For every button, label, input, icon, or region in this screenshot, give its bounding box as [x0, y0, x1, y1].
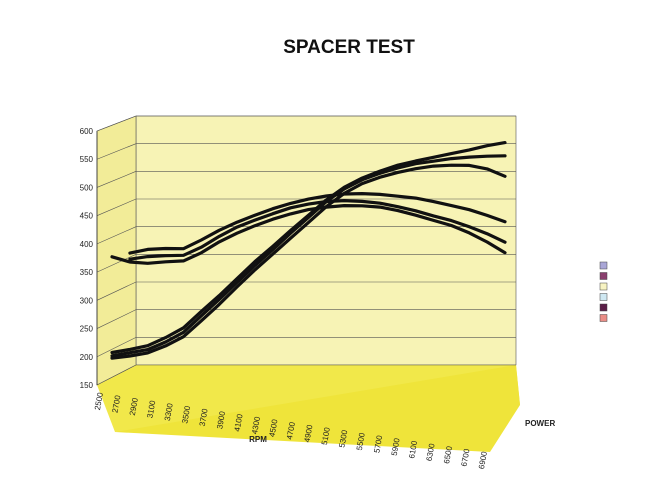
x-tick-label: 5500: [355, 431, 367, 451]
x-tick-label: 5700: [372, 434, 384, 454]
x-tick-label: 6700: [460, 448, 472, 468]
x-axis-ticks: 2500 2700 2900 3100 3300 3500 3700 3900 4100 4300…: [93, 391, 489, 470]
side-wall: [96, 115, 137, 386]
x-tick-label: 4700: [285, 421, 297, 441]
gridline-side: [96, 281, 137, 301]
series-line-6: [110, 204, 507, 265]
x-tick-label: 3100: [145, 399, 157, 419]
x-tick-label: 3900: [215, 410, 227, 430]
x-tick-label: 2900: [128, 397, 140, 417]
legend: [599, 261, 608, 322]
x-tick-label: 3300: [163, 402, 175, 422]
chart-walls: [96, 115, 520, 452]
legend-swatch: [599, 314, 608, 322]
x-tick-label: 4100: [233, 413, 245, 433]
x-tick-label: 6500: [442, 445, 454, 465]
y-tick-label: 300: [80, 296, 94, 305]
gridline-side: [96, 198, 137, 216]
series-lines: [110, 141, 507, 360]
y-tick-label: 450: [80, 212, 94, 221]
legend-swatch: [599, 293, 608, 301]
legend-swatch: [599, 282, 608, 291]
y-tick-label: 150: [80, 381, 94, 390]
x-tick-label: 2500: [93, 391, 105, 411]
x-tick-label: 5900: [390, 437, 402, 457]
chart-title: SPACER TEST: [283, 37, 415, 58]
x-tick-label: 6100: [407, 440, 419, 460]
gridline-side: [96, 143, 137, 160]
x-tick-label: 4900: [303, 423, 315, 443]
x-tick-label: 3700: [198, 407, 210, 427]
y-axis-ticks: 150 200 250 300 350 400 450 500 550 600: [80, 127, 98, 390]
z-axis-label: POWER: [525, 419, 555, 428]
x-tick-label: 3500: [180, 405, 192, 425]
x-tick-label: 4500: [268, 418, 280, 438]
floor: [97, 365, 520, 432]
gridline-side: [96, 115, 137, 132]
x-tick-label: 5100: [320, 426, 332, 446]
series-line-2: [110, 154, 507, 358]
floor-front: [115, 365, 520, 452]
series-line-4: [128, 192, 507, 255]
gridline-side: [96, 171, 137, 188]
y-tick-label: 350: [80, 268, 94, 277]
legend-swatch: [599, 272, 608, 280]
x-tick-label: 4300: [250, 415, 262, 435]
y-tick-label: 600: [80, 127, 94, 136]
y-tick-label: 400: [80, 240, 94, 249]
gridline-side: [96, 309, 137, 329]
gridline-side: [96, 226, 137, 245]
legend-swatch: [599, 303, 608, 312]
series-line-1: [110, 141, 507, 355]
y-tick-label: 250: [80, 325, 94, 334]
x-tick-label: 2700: [111, 394, 123, 414]
gridline-side: [96, 364, 137, 386]
series-line-5: [128, 199, 507, 261]
gridline-side: [96, 254, 137, 273]
x-tick-label: 5300: [337, 429, 349, 449]
legend-swatch: [599, 261, 608, 270]
y-tick-label: 200: [80, 353, 94, 362]
series-line-3: [110, 163, 507, 360]
y-tick-label: 550: [80, 155, 94, 164]
y-tick-label: 500: [80, 183, 94, 192]
x-axis-label: RPM: [249, 435, 267, 444]
x-tick-label: 6900: [477, 450, 489, 470]
gridline-side: [96, 337, 137, 358]
x-tick-label: 6300: [425, 442, 437, 462]
